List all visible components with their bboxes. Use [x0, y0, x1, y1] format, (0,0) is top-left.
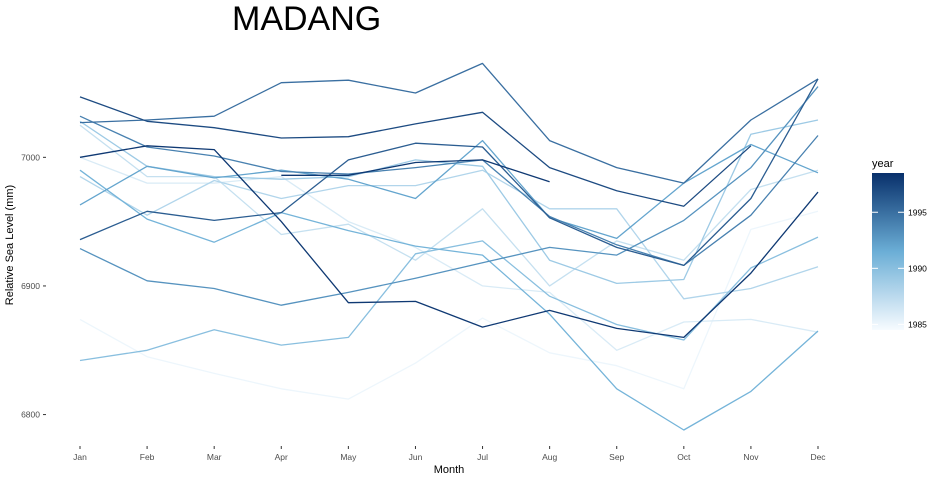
y-axis-title: Relative Sea Level (mm) — [4, 185, 16, 305]
x-tick-label: Jan — [73, 452, 87, 462]
x-axis-title: Month — [434, 464, 465, 476]
legend-title: year — [872, 158, 894, 170]
x-tick-label: Dec — [810, 452, 826, 462]
x-tick-label: Oct — [677, 452, 691, 462]
series-line-1986 — [79, 156, 819, 351]
series-line-1998 — [281, 159, 550, 183]
legend-tick-label: 1985 — [908, 319, 927, 329]
x-tick-label: Mar — [207, 452, 222, 462]
y-axis: 6800 6900 7000 — [21, 152, 46, 420]
y-tick-label: 6800 — [21, 410, 40, 420]
x-tick-label: Feb — [140, 452, 155, 462]
series-line-1993 — [79, 86, 819, 306]
series-line-1997 — [79, 96, 752, 207]
chart-title: MADANG — [232, 0, 381, 38]
series-line-1996 — [79, 78, 819, 267]
x-tick-label: Apr — [275, 452, 288, 462]
series-line-1994 — [79, 115, 819, 267]
x-tick-label: Jul — [477, 452, 488, 462]
series-line-1987 — [79, 124, 819, 287]
x-tick-label: Aug — [542, 452, 557, 462]
series-line-1995 — [79, 62, 819, 184]
x-tick-label: May — [340, 452, 357, 462]
series-line-1985 — [79, 210, 819, 400]
series-line-1990 — [79, 236, 819, 362]
y-tick-label: 7000 — [21, 152, 40, 162]
legend: year 1985 1990 1995 — [872, 158, 927, 330]
series-line-1998 — [79, 145, 819, 339]
legend-tick-label: 1990 — [908, 263, 927, 273]
y-tick-label: 6900 — [21, 281, 40, 291]
series-line-1991 — [79, 169, 819, 431]
x-tick-label: Nov — [743, 452, 759, 462]
x-tick-label: Jun — [409, 452, 423, 462]
legend-colorbar — [872, 173, 904, 330]
legend-tick-label: 1995 — [908, 207, 927, 217]
x-axis: Jan Feb Mar Apr May Jun Jul Aug Sep Oct Nov Dec — [73, 446, 826, 462]
series-line-1992 — [79, 139, 819, 240]
series-group — [79, 62, 819, 431]
x-tick-label: Sep — [609, 452, 624, 462]
series-line-1988 — [79, 169, 819, 300]
